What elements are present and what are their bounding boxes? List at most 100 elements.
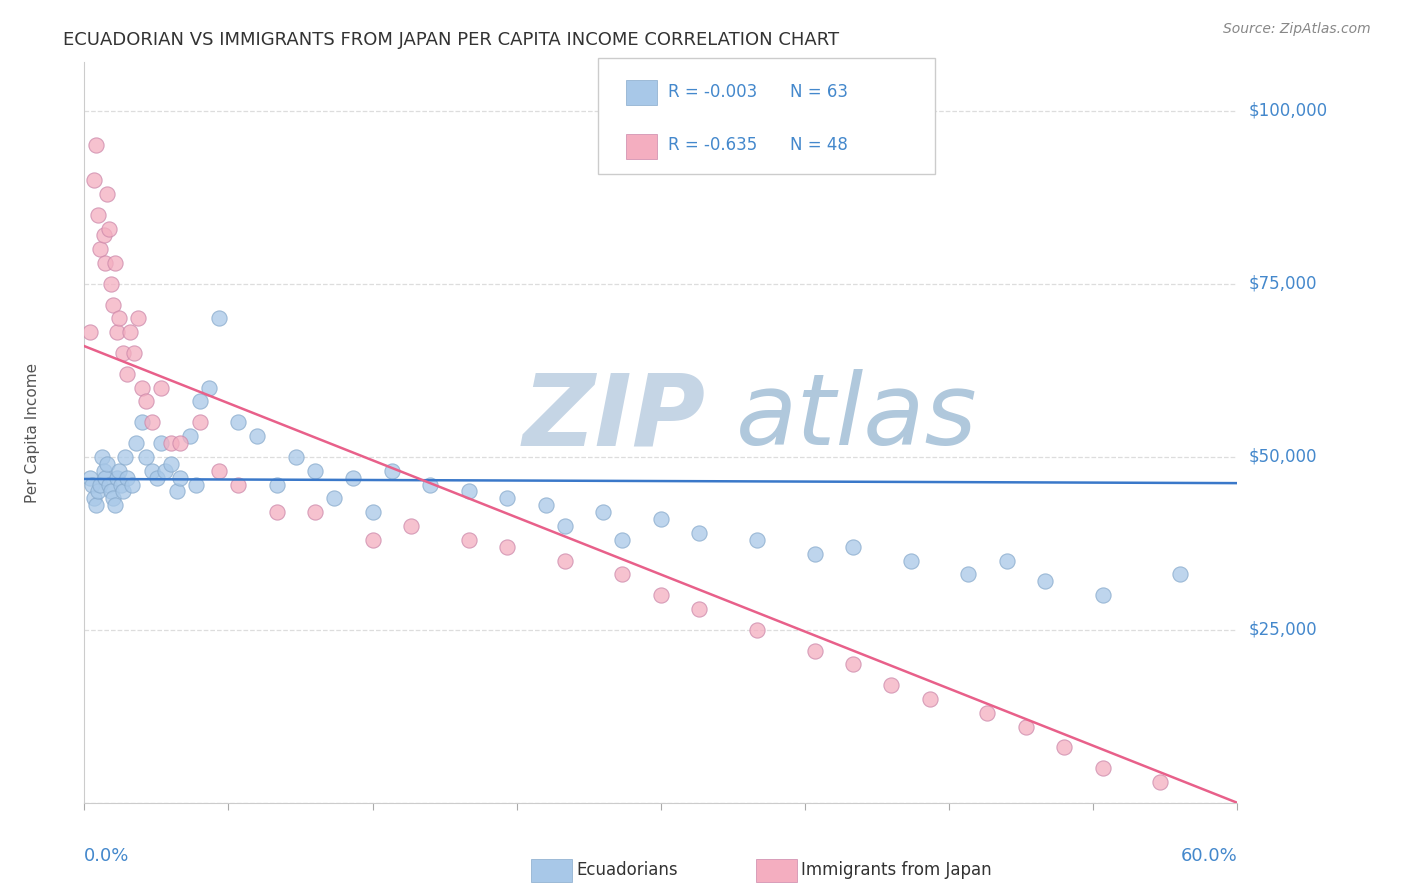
Point bbox=[496, 540, 519, 554]
Text: $75,000: $75,000 bbox=[1249, 275, 1317, 293]
Point bbox=[592, 505, 614, 519]
Point bbox=[131, 381, 153, 395]
Point bbox=[87, 484, 110, 499]
Point bbox=[188, 394, 211, 409]
Point bbox=[121, 477, 143, 491]
Point bbox=[83, 491, 105, 506]
Point bbox=[304, 505, 326, 519]
Point bbox=[1053, 740, 1076, 755]
Point bbox=[399, 519, 422, 533]
Point bbox=[98, 221, 121, 235]
Text: ZIP: ZIP bbox=[523, 369, 706, 467]
Point bbox=[79, 326, 101, 340]
Text: atlas: atlas bbox=[735, 369, 977, 467]
Point bbox=[457, 484, 479, 499]
Point bbox=[87, 208, 110, 222]
Point bbox=[419, 477, 441, 491]
Point bbox=[94, 256, 117, 270]
Point bbox=[304, 464, 326, 478]
Point bbox=[93, 228, 115, 243]
Point bbox=[114, 450, 136, 464]
Point bbox=[100, 277, 122, 291]
Point bbox=[208, 311, 231, 326]
Point bbox=[650, 588, 672, 602]
Point bbox=[100, 484, 122, 499]
Point bbox=[1015, 720, 1038, 734]
Point bbox=[84, 498, 107, 512]
Point bbox=[89, 477, 111, 491]
Point bbox=[125, 436, 148, 450]
Point bbox=[94, 470, 117, 484]
Point bbox=[105, 470, 128, 484]
Point bbox=[79, 470, 101, 484]
Point bbox=[160, 436, 183, 450]
Point bbox=[188, 415, 211, 429]
Text: 0.0%: 0.0% bbox=[84, 847, 129, 865]
Point bbox=[105, 326, 128, 340]
Point bbox=[160, 457, 183, 471]
Point bbox=[918, 692, 941, 706]
Text: Ecuadorians: Ecuadorians bbox=[576, 861, 678, 879]
Text: R = -0.635: R = -0.635 bbox=[668, 136, 756, 154]
Point bbox=[842, 540, 865, 554]
Point bbox=[803, 643, 825, 657]
Point bbox=[880, 678, 903, 692]
Point bbox=[342, 470, 364, 484]
Point bbox=[612, 567, 634, 582]
Point bbox=[98, 477, 121, 491]
Point bbox=[995, 554, 1018, 568]
Point bbox=[96, 457, 118, 471]
Point bbox=[900, 554, 922, 568]
Text: N = 63: N = 63 bbox=[790, 83, 848, 101]
Point bbox=[93, 464, 115, 478]
Point bbox=[108, 464, 131, 478]
Text: Source: ZipAtlas.com: Source: ZipAtlas.com bbox=[1223, 22, 1371, 37]
Point bbox=[80, 477, 103, 491]
Point bbox=[266, 505, 288, 519]
Text: N = 48: N = 48 bbox=[790, 136, 848, 154]
Point bbox=[246, 429, 269, 443]
Point bbox=[150, 381, 173, 395]
Text: Per Capita Income: Per Capita Income bbox=[25, 362, 39, 503]
Text: R = -0.003: R = -0.003 bbox=[668, 83, 756, 101]
Point bbox=[554, 554, 576, 568]
Point bbox=[131, 415, 153, 429]
Point bbox=[89, 242, 111, 256]
Point bbox=[688, 525, 710, 540]
Point bbox=[120, 326, 142, 340]
Point bbox=[169, 436, 191, 450]
Point bbox=[323, 491, 346, 506]
Point bbox=[976, 706, 998, 720]
Point bbox=[612, 533, 634, 547]
Point bbox=[166, 484, 188, 499]
Point bbox=[361, 505, 384, 519]
Point bbox=[135, 450, 157, 464]
Point bbox=[84, 138, 107, 153]
Point bbox=[127, 311, 149, 326]
Point bbox=[90, 450, 112, 464]
Point bbox=[111, 484, 134, 499]
Point bbox=[266, 477, 288, 491]
Text: $100,000: $100,000 bbox=[1249, 102, 1327, 120]
Point bbox=[179, 429, 201, 443]
Point bbox=[534, 498, 557, 512]
Point bbox=[103, 491, 124, 506]
Point bbox=[96, 186, 118, 201]
Point bbox=[169, 470, 191, 484]
Point bbox=[198, 381, 221, 395]
Text: ECUADORIAN VS IMMIGRANTS FROM JAPAN PER CAPITA INCOME CORRELATION CHART: ECUADORIAN VS IMMIGRANTS FROM JAPAN PER … bbox=[63, 31, 839, 49]
Point bbox=[745, 623, 768, 637]
Point bbox=[104, 256, 127, 270]
Point bbox=[111, 346, 134, 360]
Point bbox=[361, 533, 384, 547]
Point bbox=[115, 470, 138, 484]
Point bbox=[110, 477, 132, 491]
Point bbox=[1091, 761, 1114, 775]
Point bbox=[146, 470, 169, 484]
Point bbox=[457, 533, 479, 547]
Point bbox=[957, 567, 980, 582]
Point bbox=[226, 477, 249, 491]
Point bbox=[381, 464, 404, 478]
Point bbox=[115, 367, 138, 381]
Point bbox=[688, 602, 710, 616]
